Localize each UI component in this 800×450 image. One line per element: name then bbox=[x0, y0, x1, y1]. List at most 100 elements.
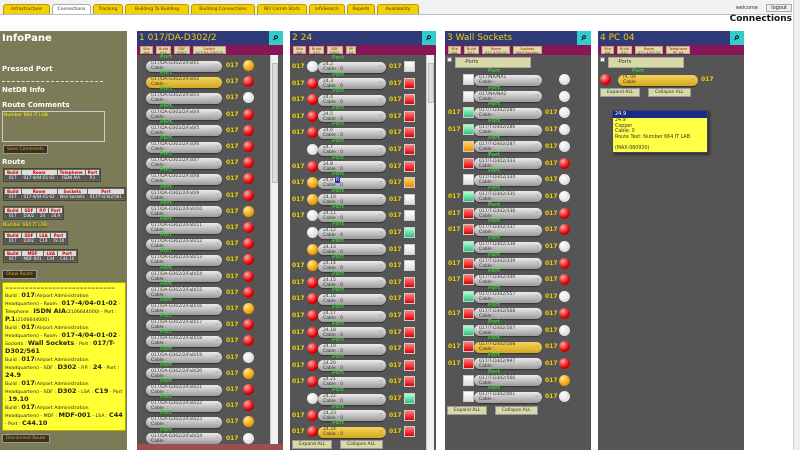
status-white-icon[interactable] bbox=[559, 74, 570, 85]
status-red-icon[interactable] bbox=[243, 157, 254, 169]
arrow-icon[interactable]: ⇨ bbox=[534, 126, 539, 133]
status-red-square-icon[interactable] bbox=[404, 77, 415, 89]
arrow-icon[interactable]: ⇨ bbox=[214, 192, 219, 199]
port-pill[interactable]: 017/T-D302/566 Cable : ⇨ bbox=[474, 375, 542, 387]
status-red-square-icon[interactable] bbox=[463, 157, 474, 169]
status-red-square-icon[interactable] bbox=[463, 357, 474, 369]
port-pill[interactable]: 017/T-D302/557 Cable : ⇨ bbox=[474, 291, 542, 303]
status-red-square-icon[interactable] bbox=[404, 276, 415, 288]
tab-building-to-building[interactable]: Building To Building bbox=[125, 4, 189, 14]
arrow-icon[interactable]: ⇨ bbox=[214, 208, 219, 215]
status-orange-icon[interactable] bbox=[307, 260, 318, 272]
port-pill[interactable]: 017/T-D302/335 Cable : ⇨ bbox=[474, 191, 542, 203]
arrow-icon[interactable]: ⇨ bbox=[534, 393, 539, 400]
arrow-icon[interactable]: ⇨ bbox=[378, 312, 383, 319]
status-red-icon[interactable] bbox=[307, 343, 318, 355]
search-icon[interactable]: ⌕ bbox=[577, 31, 591, 45]
port-pill[interactable]: 017/T-D302/997 Cable : ⇨ bbox=[474, 358, 542, 370]
port-pill[interactable]: 017/T-D302/001 Cable : ⇨ bbox=[474, 391, 542, 403]
status-red-icon[interactable] bbox=[243, 238, 254, 250]
port-pill[interactable]: 017/DA-D302/2/Fa0/22 Cable : ⇨ bbox=[146, 400, 222, 412]
port-pill[interactable]: 017/DA-D302/2/Fa0/17 Cable : ⇨ bbox=[146, 319, 222, 331]
port-pill[interactable]: PC 04 Cable ⇨ bbox=[618, 74, 698, 86]
show-route-button[interactable]: Show Route bbox=[2, 270, 37, 279]
arrow-icon[interactable]: ⇨ bbox=[690, 76, 695, 83]
status-white-square-icon[interactable] bbox=[463, 174, 474, 186]
port-pill[interactable]: 24.3 Cable : 0 ⇨ bbox=[318, 78, 386, 90]
status-red-icon[interactable] bbox=[307, 359, 318, 371]
arrow-icon[interactable]: ⇨ bbox=[378, 279, 383, 286]
arrow-icon[interactable]: ⇨ bbox=[534, 377, 539, 384]
arrow-icon[interactable]: ⇨ bbox=[214, 62, 219, 69]
status-red-icon[interactable] bbox=[559, 274, 570, 286]
status-white-square-icon[interactable] bbox=[404, 260, 415, 272]
status-white-square-icon[interactable] bbox=[404, 193, 415, 205]
arrow-icon[interactable]: ⇨ bbox=[214, 321, 219, 328]
filter-chip[interactable]: Site AIA bbox=[448, 46, 461, 55]
port-pill[interactable]: 017/T-D302/334 Cable : ⇨ bbox=[474, 174, 542, 186]
status-red-icon[interactable] bbox=[559, 224, 570, 236]
port-pill[interactable]: 24.14 Cable : 0 ⇨ bbox=[318, 260, 386, 272]
port-pill[interactable]: 017/DA-D302/2/Fa0/19 Cable : ⇨ bbox=[146, 352, 222, 364]
arrow-icon[interactable]: ⇨ bbox=[534, 143, 539, 150]
arrow-icon[interactable]: ⇨ bbox=[214, 78, 219, 85]
status-red-icon[interactable] bbox=[307, 127, 318, 139]
filter-chip[interactable]: Site AIA bbox=[601, 46, 614, 55]
port-pill[interactable]: 24.19 Cable : 0 ⇨ bbox=[318, 343, 386, 355]
status-white-square-icon[interactable] bbox=[463, 74, 474, 85]
port-pill[interactable]: 017/T-D302/286 Cable : ⇨ bbox=[474, 124, 542, 136]
arrow-icon[interactable]: ⇨ bbox=[378, 129, 383, 136]
port-pill[interactable]: 017/DA-D302/2/Fa0/10 Cable : ⇨ bbox=[146, 206, 222, 218]
arrow-icon[interactable]: ⇨ bbox=[378, 362, 383, 369]
arrow-icon[interactable]: ⇨ bbox=[214, 159, 219, 166]
port-pill[interactable]: 24.11 Cable : 0 ⇨ bbox=[318, 210, 386, 222]
status-white-icon[interactable] bbox=[307, 61, 318, 72]
arrow-icon[interactable]: ⇨ bbox=[214, 402, 219, 409]
arrow-icon[interactable]: ⇨ bbox=[214, 224, 219, 231]
port-pill[interactable]: 017/T-D302/340 Cable : ⇨ bbox=[474, 274, 542, 286]
port-pill[interactable]: 017/T-D302/287 Cable : ⇨ bbox=[474, 141, 542, 153]
port-pill[interactable]: 017/DA-D302/2/Fa0/4 Cable : ⇨ bbox=[146, 109, 222, 121]
collapse-ports-icon[interactable]: - bbox=[447, 56, 452, 62]
filter-chip[interactable]: Build 017 bbox=[308, 46, 324, 55]
arrow-icon[interactable]: ⇨ bbox=[534, 260, 539, 267]
arrow-icon[interactable]: ⇨ bbox=[378, 80, 383, 87]
status-white-square-icon[interactable] bbox=[404, 243, 415, 255]
status-red-icon[interactable] bbox=[243, 384, 254, 395]
status-white-square-icon[interactable] bbox=[404, 210, 415, 222]
arrow-icon[interactable]: ⇨ bbox=[534, 176, 539, 183]
status-white-icon[interactable] bbox=[307, 227, 318, 238]
status-green-square-icon[interactable] bbox=[463, 291, 474, 303]
arrow-icon[interactable]: ⇨ bbox=[534, 109, 539, 116]
port-pill[interactable]: 017/DA-D302/2/Fa0/20 Cable : ⇨ bbox=[146, 368, 222, 380]
arrow-icon[interactable]: ⇨ bbox=[534, 210, 539, 217]
status-green-square-icon[interactable] bbox=[463, 190, 474, 202]
status-white-icon[interactable] bbox=[559, 174, 570, 186]
status-red-square-icon[interactable] bbox=[463, 257, 474, 269]
filter-chip[interactable]: Build 017 bbox=[463, 46, 479, 55]
arrow-icon[interactable]: ⇨ bbox=[534, 160, 539, 166]
status-white-icon[interactable] bbox=[559, 324, 570, 336]
port-pill[interactable]: 24.16 Cable : 0 ⇨ bbox=[318, 293, 386, 305]
status-red-square-icon[interactable] bbox=[463, 307, 474, 319]
status-red-square-icon[interactable] bbox=[404, 293, 415, 305]
collapse-ports-icon[interactable]: - bbox=[600, 56, 605, 62]
arrow-icon[interactable]: ⇨ bbox=[214, 386, 219, 393]
search-icon[interactable]: ⌕ bbox=[422, 31, 436, 45]
arrow-icon[interactable]: ⇨ bbox=[534, 360, 539, 367]
filter-chip[interactable]: Sockets Wall Sockets bbox=[513, 46, 542, 55]
collapse-all-button[interactable]: Collapse ALL bbox=[340, 440, 383, 449]
port-pill[interactable]: 24.22 Cable : 0 ⇨ bbox=[318, 393, 386, 405]
arrow-icon[interactable]: ⇨ bbox=[214, 305, 219, 312]
collapse-all-button[interactable]: Collapse ALL bbox=[495, 406, 538, 415]
scrollbar[interactable] bbox=[270, 55, 278, 444]
port-pill[interactable]: 017/T-D302/568 Cable : ⇨ bbox=[474, 308, 542, 320]
port-pill[interactable]: 017/DA-D302/2/Fa0/2 Cable : ⇨ bbox=[146, 76, 222, 88]
port-pill[interactable]: 017/T-D302/336 Cable : ⇨ bbox=[474, 208, 542, 220]
status-red-square-icon[interactable] bbox=[463, 274, 474, 286]
port-pill[interactable]: 017/DA-D302/2/Fa0/7 Cable : ⇨ bbox=[146, 157, 222, 169]
arrow-icon[interactable]: ⇨ bbox=[378, 246, 383, 253]
filter-chip[interactable]: Telephone PC 04 bbox=[666, 46, 691, 55]
port-pill[interactable]: 017/NA/NA2 Cable : ⇨ bbox=[474, 91, 542, 103]
status-red-icon[interactable] bbox=[559, 157, 570, 169]
